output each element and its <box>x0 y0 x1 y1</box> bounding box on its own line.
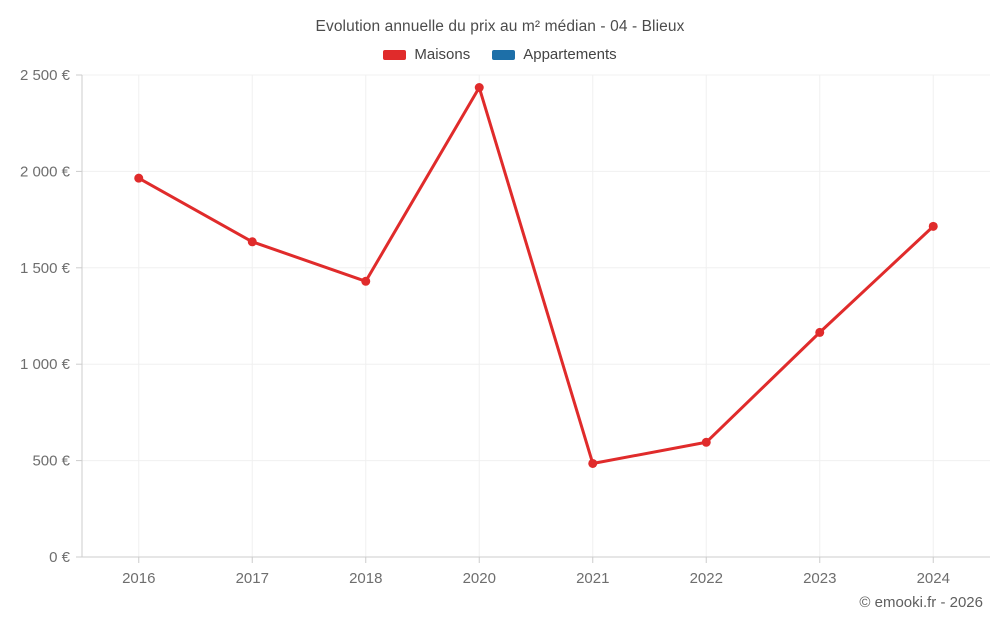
chart-title: Evolution annuelle du prix au m² médian … <box>315 18 685 35</box>
chart-legend: Maisons Appartements <box>0 46 1000 63</box>
credit-text: © emooki.fr - 2026 <box>859 594 983 611</box>
legend-item-maisons[interactable]: Maisons <box>383 46 470 63</box>
y-tick-label: 0 € <box>49 549 71 566</box>
x-tick-label: 2016 <box>122 570 155 587</box>
x-tick-label: 2023 <box>803 570 836 587</box>
data-point-maisons-2024[interactable] <box>928 221 938 231</box>
data-point-maisons-2016[interactable] <box>134 173 144 183</box>
x-tick-label: 2024 <box>917 570 950 587</box>
legend-swatch-appartements <box>492 49 516 60</box>
y-tick-label: 2 000 € <box>20 163 71 180</box>
x-tick-label: 2017 <box>236 570 269 587</box>
data-point-maisons-2023[interactable] <box>815 327 825 337</box>
x-tick-label: 2021 <box>576 570 609 587</box>
legend-label-appartements: Appartements <box>523 46 617 63</box>
x-tick-label: 2018 <box>349 570 382 587</box>
y-tick-label: 1 500 € <box>20 260 71 277</box>
x-tick-label: 2020 <box>463 570 496 587</box>
legend-item-appartements[interactable]: Appartements <box>492 46 617 63</box>
data-point-maisons-2020[interactable] <box>474 83 484 93</box>
y-tick-label: 1 000 € <box>20 356 71 373</box>
data-point-maisons-2017[interactable] <box>247 237 257 247</box>
y-tick-label: 500 € <box>32 453 70 470</box>
y-tick-label: 2 500 € <box>20 67 71 84</box>
series-line-maisons <box>137 86 935 465</box>
data-point-maisons-2018[interactable] <box>361 276 371 286</box>
legend-swatch-maisons <box>383 49 407 60</box>
x-tick-label: 2022 <box>690 570 723 587</box>
data-point-maisons-2021[interactable] <box>588 458 598 468</box>
data-point-maisons-2022[interactable] <box>701 437 711 447</box>
legend-label-maisons: Maisons <box>414 46 471 63</box>
